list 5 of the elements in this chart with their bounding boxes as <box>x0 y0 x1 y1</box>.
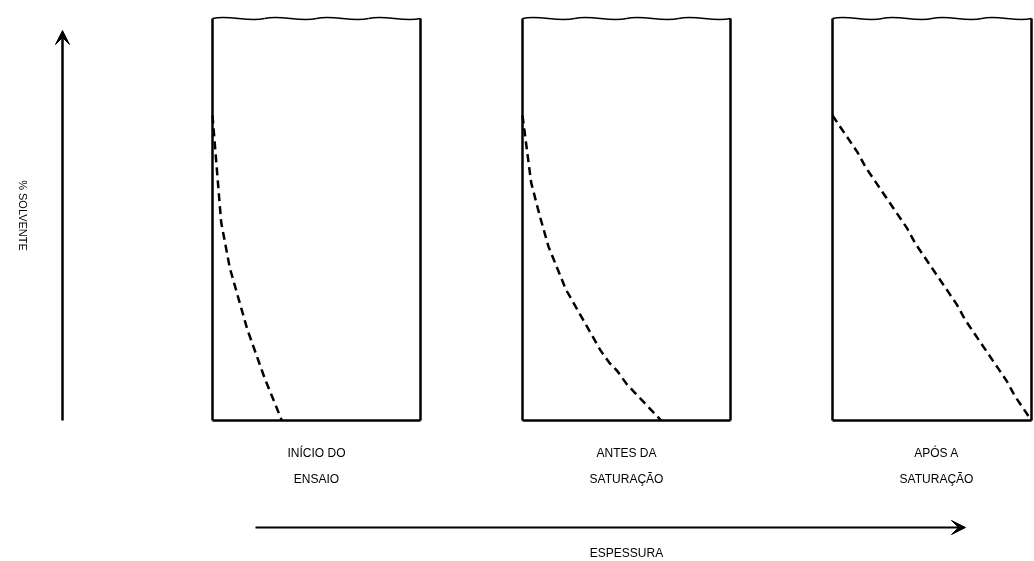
text: ESPESSURA <box>589 545 664 560</box>
x-axis-title: INÍCIO DO ENSAIO <box>287 444 346 487</box>
x-axis-title: APÓS A SATURAÇÃO <box>899 444 974 487</box>
y-axis-title: % SOLVENTE <box>16 180 29 251</box>
x-axis-title: ANTES DA SATURAÇÃO <box>589 445 664 487</box>
